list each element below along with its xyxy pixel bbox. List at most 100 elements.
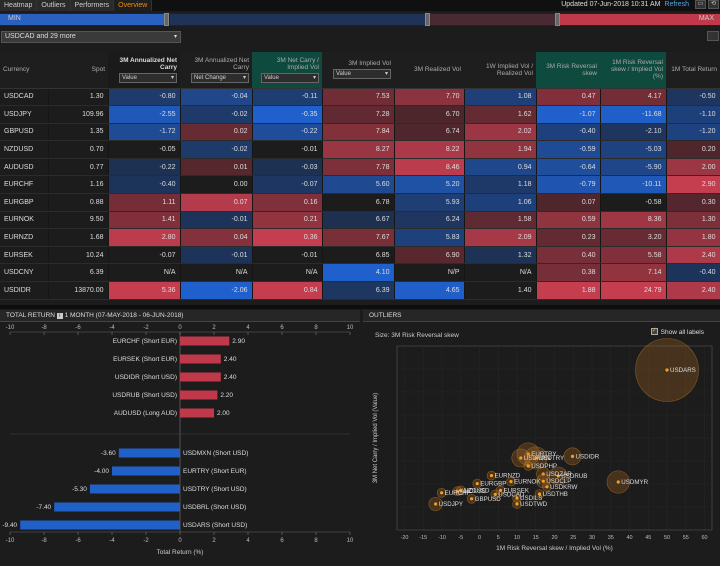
bar[interactable] — [180, 408, 214, 418]
point-marker[interactable] — [489, 474, 494, 478]
column-dropdown[interactable]: Net Change — [191, 72, 249, 83]
table-row[interactable]: EURNZD 1.68 2.80 0.04 0.36 7.67 5.83 2.09 0.23 3.… — [0, 228, 720, 247]
x-tick-label: 0 — [478, 535, 481, 541]
column-header-label: 1W Implied Vol / Realized Vol — [486, 62, 533, 77]
value-cell: 7.53 — [322, 88, 395, 107]
table-row[interactable]: USDCNY 6.39 N/A N/A N/A 4.10 N/P N/A 0.38 7.14 -0.… — [0, 263, 720, 283]
column-header[interactable]: 3M Risk Reversal skew — [536, 52, 600, 89]
column-header[interactable]: 1W Implied Vol / Realized Vol — [464, 52, 536, 89]
slider-handle-2[interactable] — [425, 13, 430, 26]
value-cell: 7.67 — [322, 228, 395, 247]
currency-selector[interactable]: USDCAD and 29 more ▾ — [1, 31, 181, 43]
link-icon[interactable]: ⟲ — [708, 0, 719, 9]
bar-value-label: 2.00 — [217, 410, 230, 417]
value-cell: 0.02 — [180, 123, 253, 142]
column-dropdown[interactable]: Value — [119, 72, 177, 83]
value-cell: 5.20 — [394, 175, 465, 195]
column-header[interactable]: 3M Realized Vol — [394, 52, 464, 89]
tab-heatmap[interactable]: Heatmap — [0, 0, 38, 11]
refresh-link[interactable]: Refresh — [664, 1, 689, 8]
table-row[interactable]: GBPUSD 1.35 -1.72 0.02 -0.22 7.84 6.74 2.02 -0.4… — [0, 123, 720, 142]
point-marker[interactable] — [459, 488, 463, 492]
column-header[interactable]: 1M Total Return — [666, 52, 720, 89]
range-slider[interactable]: MIN MAX — [0, 13, 720, 26]
column-header[interactable]: Currency — [0, 52, 48, 89]
point-marker[interactable] — [537, 492, 542, 496]
point-marker[interactable] — [493, 492, 497, 496]
table-row[interactable]: EURNOK 9.50 1.41 -0.01 0.21 6.67 6.24 1.58 0.59 8… — [0, 211, 720, 230]
column-dropdown[interactable]: Value — [261, 72, 319, 83]
tab-outliers[interactable]: Outliers — [37, 0, 71, 11]
point-label: USDTHB — [543, 491, 568, 498]
point-marker[interactable] — [541, 472, 545, 476]
tab-performers[interactable]: Performers — [70, 0, 115, 11]
point-marker[interactable] — [570, 454, 575, 458]
bar[interactable] — [180, 354, 221, 364]
info-icon[interactable]: i — [56, 313, 63, 319]
point-marker[interactable] — [534, 456, 538, 460]
point-marker[interactable] — [515, 496, 519, 500]
table-row[interactable]: EURCHF 1.16 -0.40 0.00 -0.07 5.60 5.20 1.18 -0.7… — [0, 175, 720, 195]
point-label: USDCLP — [546, 478, 571, 485]
slider-handle-1[interactable] — [164, 13, 169, 26]
point-marker[interactable] — [509, 480, 513, 484]
bar[interactable] — [180, 390, 218, 400]
point-marker[interactable] — [616, 480, 620, 484]
point-marker[interactable] — [515, 502, 519, 506]
slider-handle-3[interactable] — [555, 13, 560, 26]
table-row[interactable]: AUDUSD 0.77 -0.22 0.01 -0.03 7.78 8.46 0.94 -0.6… — [0, 158, 720, 177]
bar-value-label: 2.40 — [224, 374, 237, 381]
show-all-labels-toggle[interactable]: Show all labels — [650, 326, 704, 336]
column-header[interactable]: 3M Annualized Net Carry Value — [108, 52, 180, 89]
value-cell: 8.22 — [394, 140, 465, 159]
column-header[interactable]: 1M Risk Reversal skew / Implied Vol (%) — [600, 52, 666, 89]
maximize-icon[interactable]: ▭ — [695, 0, 706, 9]
table-row[interactable]: EURGBP 0.88 1.11 0.07 0.16 6.78 5.93 1.06 0.07 -0… — [0, 193, 720, 212]
bar[interactable] — [112, 466, 180, 476]
value-cell: 6.39 — [322, 281, 395, 300]
point-marker[interactable] — [556, 474, 560, 478]
bar[interactable] — [54, 502, 181, 512]
top-tick-label: 4 — [246, 325, 250, 331]
collapse-button[interactable] — [707, 31, 719, 41]
point-marker[interactable] — [526, 464, 530, 468]
point-marker[interactable] — [434, 502, 438, 506]
column-header[interactable]: Spot — [48, 52, 108, 89]
checkbox-icon[interactable] — [650, 326, 658, 335]
point-marker[interactable] — [498, 488, 503, 492]
total-return-chart: -10 -10 -8 -8 -6 -6 -4 -4 -2 -2 0 0 2 2 4 4 6 6 8 8 10 10 EURC… — [2, 325, 354, 556]
point-marker[interactable] — [541, 479, 545, 483]
value-cell: -0.11 — [252, 88, 323, 107]
column-header[interactable]: 3M Net Carry / Implied Vol Value — [252, 52, 322, 89]
bar[interactable] — [20, 520, 181, 530]
value-cell: 1.30 — [48, 88, 109, 107]
value-cell: -0.05 — [108, 140, 181, 159]
bar[interactable] — [89, 484, 180, 494]
table-row[interactable]: USDIDR 13870.00 5.36 -2.06 0.84 6.39 4.65 1.40 1… — [0, 281, 720, 300]
table-row[interactable]: USDJPY 109.96 -2.55 -0.02 -0.35 7.28 6.70 1.62-… — [0, 105, 720, 124]
top-tick-label: 10 — [347, 325, 354, 331]
bar[interactable] — [180, 372, 221, 382]
value-cell: 1.06 — [464, 193, 537, 212]
column-header[interactable]: 3M Annualized Net Carry Net Change — [180, 52, 252, 89]
point-marker[interactable] — [519, 456, 523, 460]
point-marker[interactable] — [475, 482, 479, 486]
column-header[interactable]: 3M Implied Vol Value — [322, 52, 394, 89]
table-row[interactable]: NZDUSD 0.70 -0.05 -0.02 -0.01 8.27 8.22 1.94 -0.… — [0, 140, 720, 159]
value-cell: N/A — [464, 263, 537, 283]
point-marker[interactable] — [665, 368, 669, 372]
value-cell: 24.79 — [600, 281, 667, 300]
bar[interactable] — [118, 448, 180, 458]
column-dropdown[interactable]: Value — [333, 69, 391, 80]
show-all-labels-text: Show all labels — [660, 329, 704, 336]
bar[interactable] — [180, 336, 230, 346]
point-marker[interactable] — [440, 491, 444, 495]
value-cell: 0.38 — [536, 263, 601, 283]
x-tick-label: 30 — [589, 535, 595, 541]
table-row[interactable]: EURSEK 10.24 -0.07 -0.01 -0.01 6.85 6.90 1.32 0.… — [0, 246, 720, 265]
point-label: USDPHP — [531, 463, 557, 470]
point-marker[interactable] — [545, 485, 549, 489]
tab-overview[interactable]: Overview — [114, 0, 153, 11]
table-row[interactable]: USDCAD 1.30 -0.80 -0.04 -0.11 7.53 7.70 1.08 0.4… — [0, 88, 720, 107]
point-marker[interactable] — [470, 497, 474, 501]
